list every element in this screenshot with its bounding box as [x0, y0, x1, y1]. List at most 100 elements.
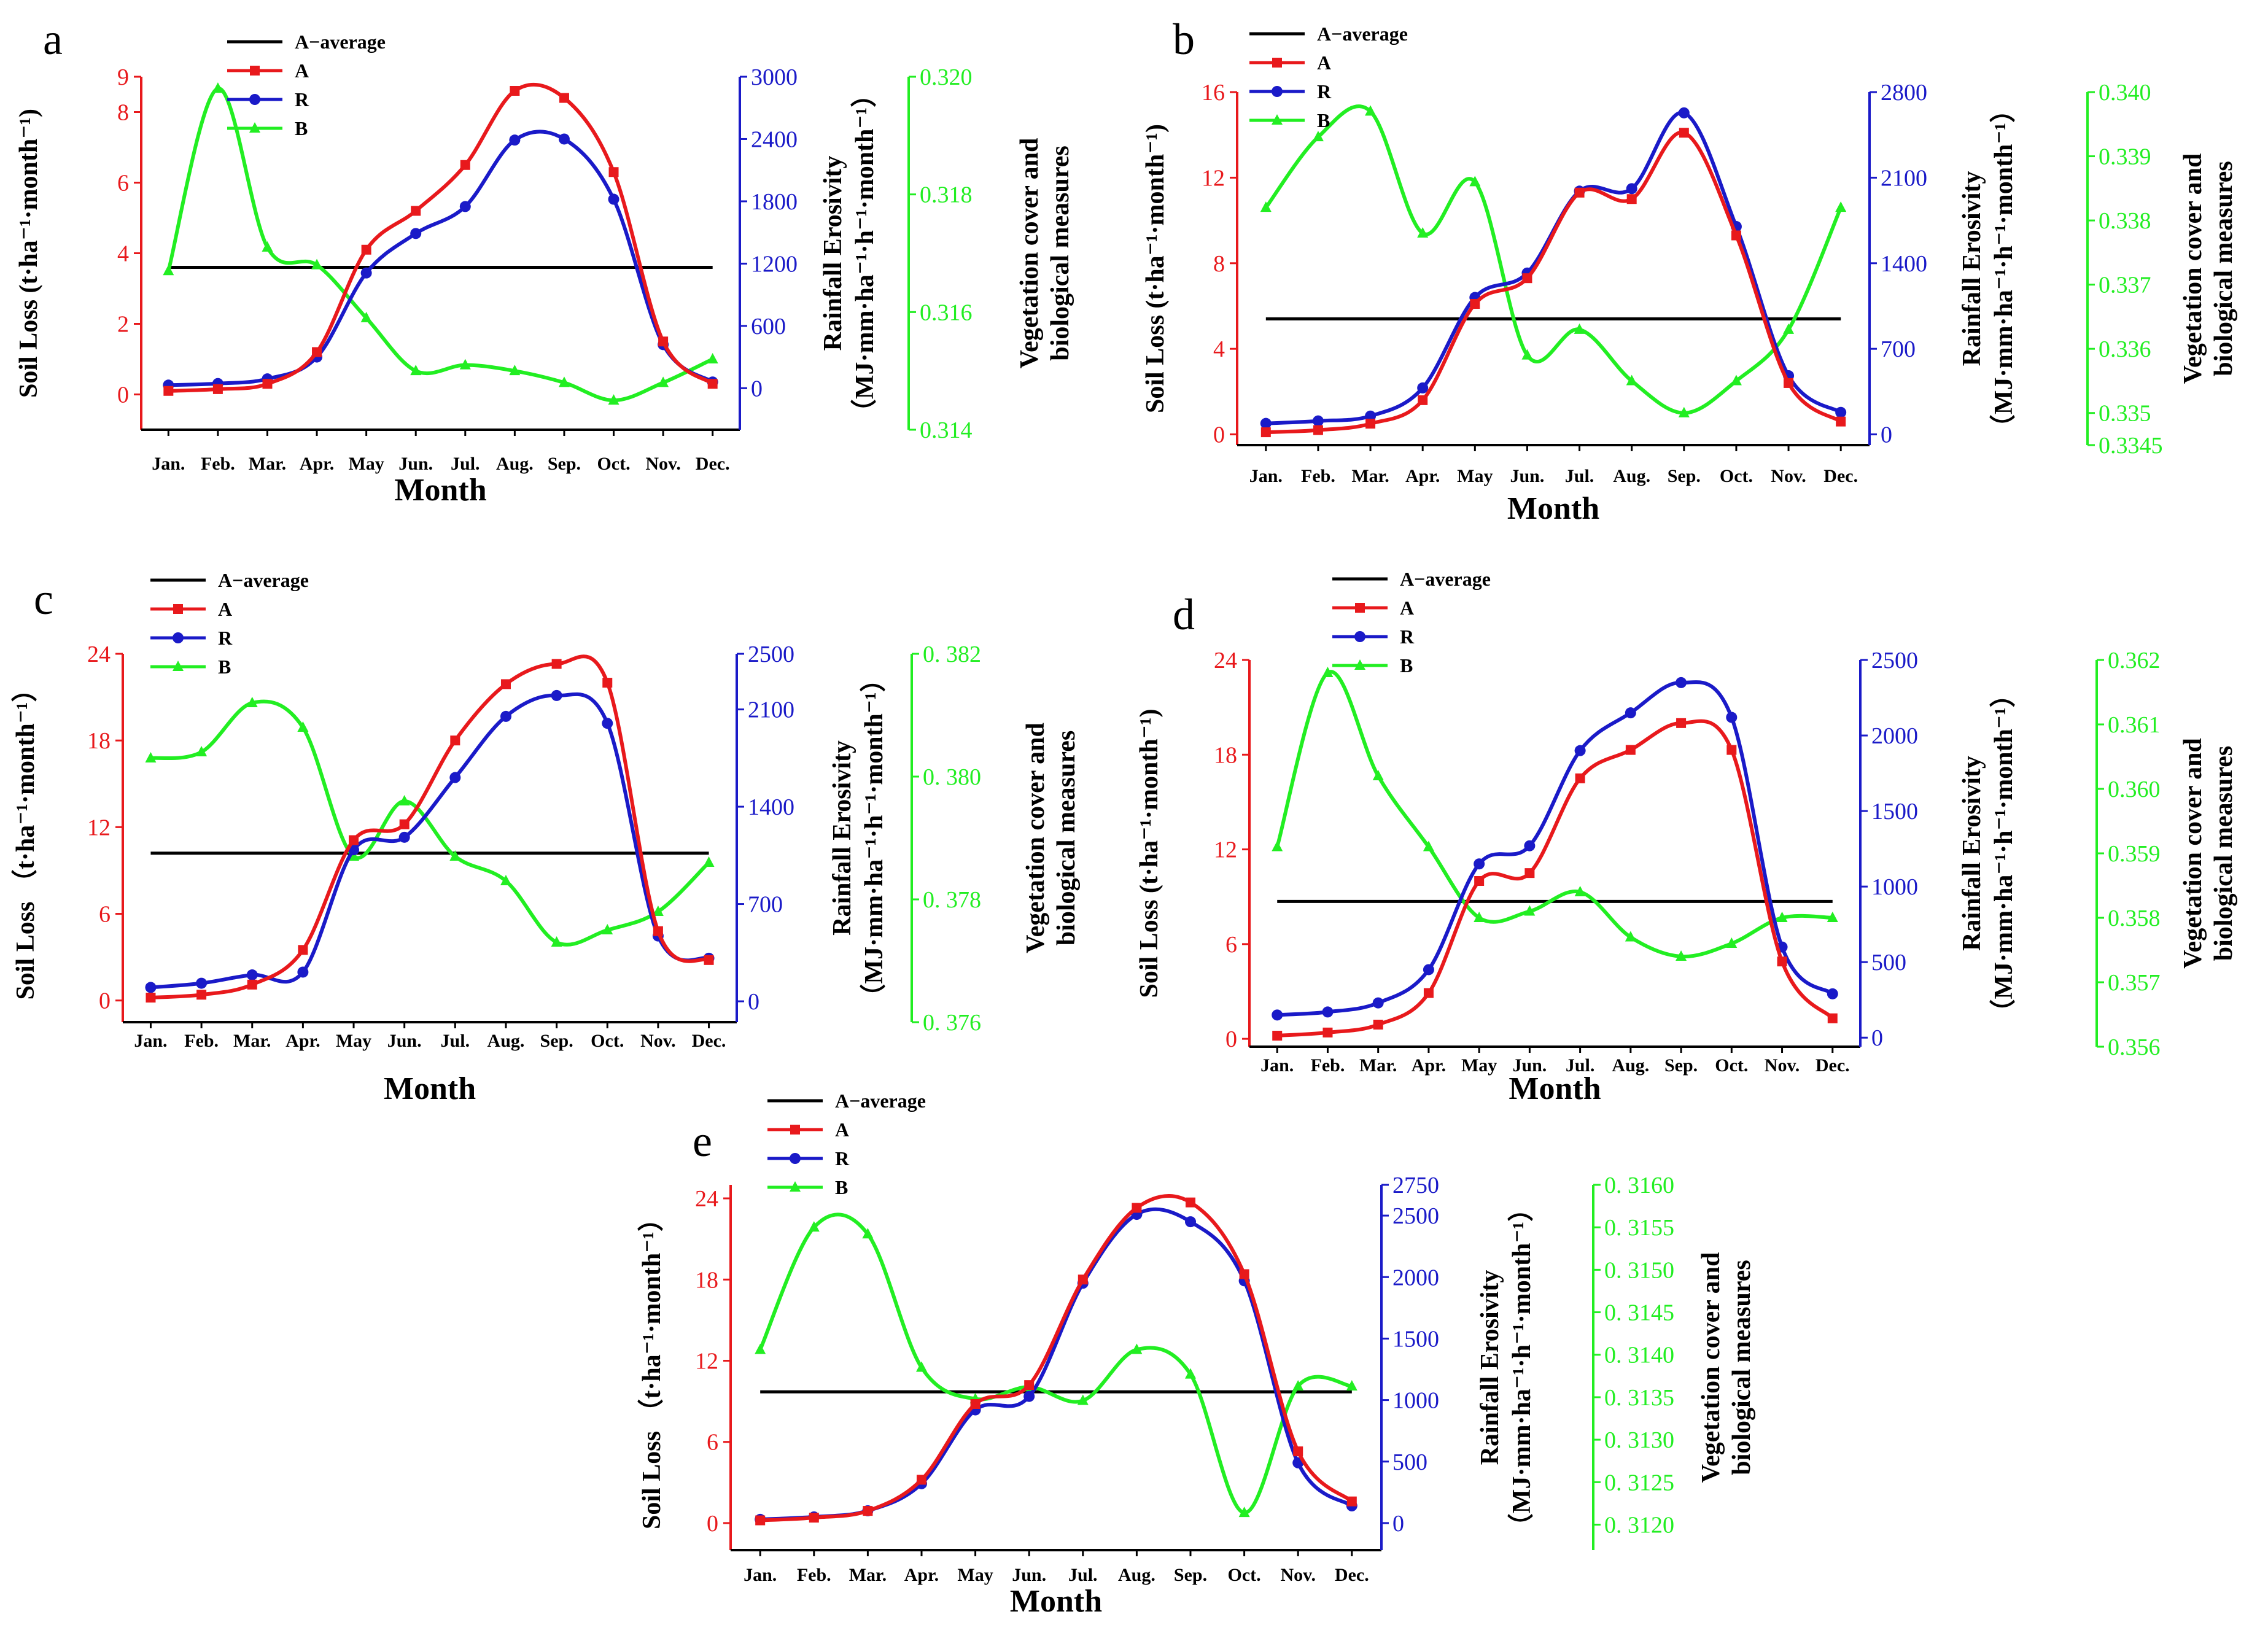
- series-r-point: [1827, 988, 1838, 999]
- series-a-point: [1365, 419, 1376, 429]
- series-a-point: [361, 244, 371, 255]
- far-tick-label: 0. 3135: [1604, 1385, 1674, 1411]
- series-a-point: [559, 93, 569, 103]
- x-tick-label: Oct.: [1720, 466, 1753, 486]
- legend: A−average ARB: [150, 569, 309, 678]
- series-b-point: [1574, 323, 1585, 334]
- x-tick-label: May: [957, 1565, 993, 1585]
- series-a-point: [1575, 773, 1585, 783]
- left-tick-label: 0: [707, 1511, 718, 1537]
- right-tick-label: 0: [751, 376, 763, 401]
- series-r-point: [1185, 1216, 1197, 1228]
- x-tick-label: Jan.: [134, 1031, 167, 1051]
- series-r-line: [150, 692, 710, 990]
- series-b-point: [755, 1343, 766, 1354]
- right-tick-label: 500: [1392, 1449, 1427, 1475]
- series-r-point: [1726, 712, 1738, 723]
- left-axis-title: Soil Loss (t·ha⁻¹·month⁻¹): [1141, 124, 1170, 413]
- panel-label: d: [1173, 590, 1195, 639]
- far-tick-label: 0.337: [2099, 273, 2151, 298]
- right-tick-label: 0: [1871, 1025, 1883, 1051]
- far-tick-label: 0.316: [920, 300, 973, 325]
- series-a-point: [1784, 378, 1794, 388]
- legend: A−average ARB: [227, 31, 386, 139]
- series-b-point: [1185, 1368, 1197, 1379]
- left-tick-label: 0: [1225, 1026, 1237, 1052]
- x-tick-label: Nov.: [1280, 1565, 1316, 1585]
- x-tick-label: Nov.: [645, 454, 681, 474]
- x-tick-label: Jun.: [398, 454, 433, 474]
- right-tick-label: 600: [751, 314, 786, 339]
- series-b-point: [558, 376, 570, 387]
- legend-label: A−average: [295, 31, 386, 53]
- series-r-point: [449, 772, 461, 783]
- right-tick-label: 2500: [1392, 1203, 1439, 1229]
- x-tick-label: Apr.: [285, 1031, 320, 1051]
- series-b-point: [500, 875, 511, 885]
- far-tick-label: 0. 380: [923, 764, 981, 790]
- series-a-point: [1679, 128, 1689, 138]
- series-a-point: [608, 167, 619, 177]
- legend-marker: [1354, 631, 1365, 642]
- far-tick-label: 0.314: [920, 417, 973, 443]
- legend-label: A−average: [218, 569, 309, 591]
- right-axis-title-units: （MJ·mm·ha⁻¹·h⁻¹·month⁻¹）: [1989, 97, 2018, 440]
- x-tick-label: Dec.: [692, 1031, 726, 1051]
- right-tick-label: 1500: [1392, 1326, 1439, 1352]
- x-tick-label: May: [348, 454, 384, 474]
- series-r-point: [1312, 415, 1324, 427]
- series-a-point: [1293, 1446, 1303, 1457]
- series-a-point: [970, 1399, 981, 1409]
- series-a-point: [1346, 1496, 1357, 1507]
- series-b-point: [1574, 886, 1586, 896]
- series-a-point: [500, 679, 511, 689]
- series-a-point: [602, 678, 613, 688]
- left-tick-label: 12: [87, 815, 111, 840]
- legend-label: A: [1400, 597, 1414, 619]
- x-tick-label: May: [1457, 466, 1493, 486]
- legend-label: B: [1400, 654, 1413, 677]
- x-tick-label: Feb.: [184, 1031, 219, 1051]
- x-tick-label: Jun.: [1012, 1565, 1046, 1585]
- right-tick-label: 1500: [1871, 799, 1918, 824]
- series-a-point: [1731, 230, 1741, 241]
- series-b-point: [1077, 1394, 1089, 1405]
- x-axis-title: Month: [1507, 491, 1599, 526]
- panel-label: a: [43, 15, 63, 64]
- series-a-point: [1524, 868, 1535, 879]
- panel-a: a 0 2 4 6 8 9 0 600 1200 1800 2400 3000 0.314 0.316 0.3…: [15, 15, 1074, 508]
- far-axis-title-line2: biological measures: [1046, 145, 1074, 360]
- series-b-point: [808, 1221, 820, 1232]
- series-r-point: [1423, 964, 1434, 976]
- far-tick-label: 0. 3150: [1604, 1257, 1674, 1283]
- far-tick-label: 0.318: [920, 182, 973, 208]
- legend-marker: [173, 661, 184, 671]
- legend-label: B: [295, 117, 308, 139]
- series-a-line: [168, 82, 714, 393]
- panel-d: d 0 6 12 18 24 0 500 1000 1500 2000 2500 0.356 0.357 0…: [1135, 568, 2238, 1106]
- x-tick-label: Jul.: [441, 1031, 470, 1051]
- series-r-point: [459, 201, 471, 212]
- far-tick-label: 0. 3125: [1604, 1470, 1674, 1495]
- right-tick-label: 700: [748, 892, 783, 918]
- x-tick-label: Sep.: [548, 454, 581, 474]
- right-tick-label: 0: [1392, 1511, 1404, 1537]
- x-axis-title: Month: [384, 1071, 476, 1106]
- panel-label: c: [34, 575, 53, 624]
- x-tick-label: Mar.: [249, 454, 286, 474]
- series-b-point: [1678, 406, 1690, 417]
- series-a-point: [1777, 956, 1787, 967]
- series-a-point: [349, 835, 359, 845]
- series-a-point: [863, 1506, 873, 1516]
- right-tick-label: 2100: [1881, 165, 1927, 191]
- series-a-point: [1522, 273, 1532, 284]
- series-a-point: [1132, 1203, 1142, 1213]
- series-b-point: [707, 353, 718, 363]
- far-tick-label: 0.361: [2108, 712, 2161, 738]
- right-tick-label: 2500: [748, 642, 794, 667]
- right-tick-label: 2400: [751, 126, 798, 152]
- far-axis-title-line2: biological measures: [2210, 161, 2238, 376]
- far-tick-label: 0. 3160: [1604, 1173, 1674, 1198]
- right-tick-label: 2100: [748, 697, 794, 723]
- panel-label: e: [693, 1117, 712, 1166]
